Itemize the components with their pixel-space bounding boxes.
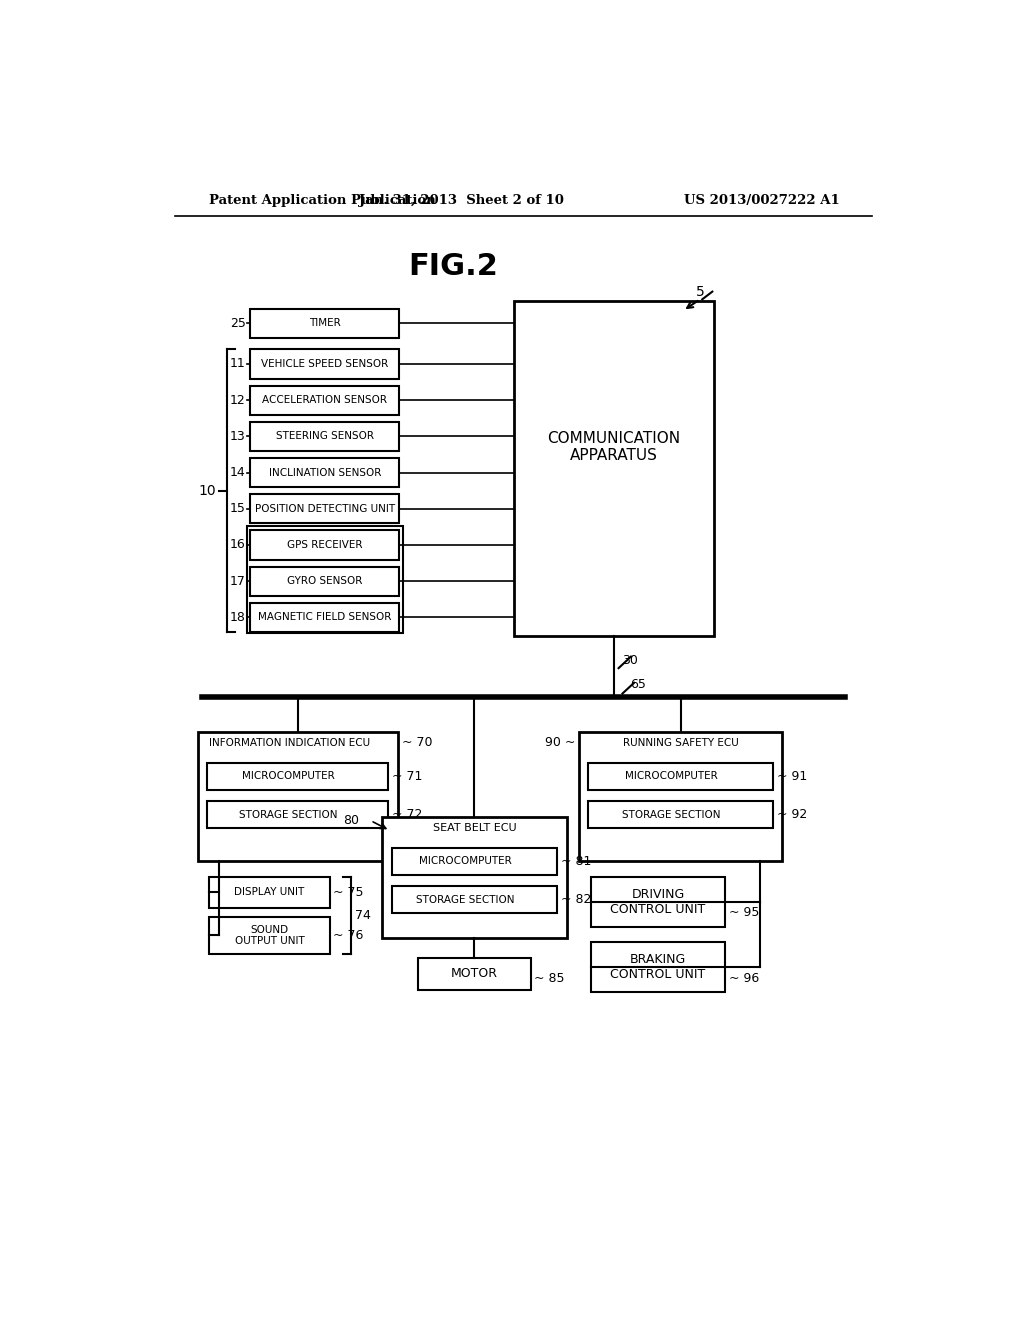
Bar — [589, 801, 773, 829]
Bar — [251, 603, 399, 632]
Text: 17: 17 — [230, 574, 246, 587]
Bar — [251, 566, 399, 595]
Text: RUNNING SAFETY ECU: RUNNING SAFETY ECU — [623, 738, 738, 748]
Text: ~ 72: ~ 72 — [392, 808, 423, 821]
Text: SEAT BELT ECU: SEAT BELT ECU — [432, 822, 516, 833]
Bar — [209, 876, 330, 908]
Bar — [251, 494, 399, 524]
Text: ACCELERATION SENSOR: ACCELERATION SENSOR — [262, 395, 387, 405]
Text: 10: 10 — [199, 483, 216, 498]
Text: 18: 18 — [230, 611, 246, 624]
Text: MICROCOMPUTER: MICROCOMPUTER — [625, 771, 718, 781]
Bar — [418, 958, 530, 990]
Bar — [391, 886, 557, 913]
Text: ~ 75: ~ 75 — [334, 886, 364, 899]
Text: 30: 30 — [622, 653, 638, 667]
Text: 14: 14 — [230, 466, 246, 479]
Text: DISPLAY UNIT: DISPLAY UNIT — [234, 887, 304, 898]
Bar — [207, 763, 388, 789]
Text: MOTOR: MOTOR — [451, 968, 498, 981]
Bar — [589, 763, 773, 789]
Text: POSITION DETECTING UNIT: POSITION DETECTING UNIT — [255, 504, 395, 513]
Text: Jan. 31, 2013  Sheet 2 of 10: Jan. 31, 2013 Sheet 2 of 10 — [358, 194, 563, 207]
Text: 74: 74 — [355, 908, 371, 921]
Text: MAGNETIC FIELD SENSOR: MAGNETIC FIELD SENSOR — [258, 612, 391, 622]
Bar — [592, 876, 725, 927]
Text: ~ 91: ~ 91 — [776, 770, 807, 783]
Bar — [247, 525, 403, 634]
Text: ~ 76: ~ 76 — [334, 929, 364, 942]
Text: ~ 85: ~ 85 — [535, 972, 565, 985]
Bar — [251, 531, 399, 560]
Text: 80: 80 — [343, 814, 359, 828]
Text: 16: 16 — [230, 539, 246, 552]
Text: ~ 92: ~ 92 — [776, 808, 807, 821]
Text: ~ 81: ~ 81 — [561, 854, 592, 867]
Text: INFORMATION INDICATION ECU: INFORMATION INDICATION ECU — [210, 738, 371, 748]
Text: BRAKING
CONTROL UNIT: BRAKING CONTROL UNIT — [610, 953, 706, 981]
Text: MICROCOMPUTER: MICROCOMPUTER — [419, 857, 512, 866]
Bar — [382, 817, 566, 939]
Text: STORAGE SECTION: STORAGE SECTION — [416, 895, 514, 904]
Text: STORAGE SECTION: STORAGE SECTION — [622, 810, 721, 820]
Text: 25: 25 — [230, 317, 246, 330]
Text: FIG.2: FIG.2 — [409, 252, 499, 281]
Text: SOUND
OUTPUT UNIT: SOUND OUTPUT UNIT — [234, 924, 304, 946]
Bar — [198, 733, 397, 862]
Text: GYRO SENSOR: GYRO SENSOR — [287, 576, 362, 586]
Text: DRIVING
CONTROL UNIT: DRIVING CONTROL UNIT — [610, 888, 706, 916]
Text: TIMER: TIMER — [309, 318, 341, 329]
Text: Patent Application Publication: Patent Application Publication — [209, 194, 436, 207]
Text: ~ 71: ~ 71 — [392, 770, 423, 783]
Text: 12: 12 — [230, 393, 246, 407]
Text: GPS RECEIVER: GPS RECEIVER — [287, 540, 362, 550]
Text: ~ 95: ~ 95 — [729, 907, 759, 920]
Bar — [251, 422, 399, 451]
Bar — [251, 350, 399, 379]
Text: ~ 82: ~ 82 — [561, 894, 592, 906]
Bar — [207, 801, 388, 829]
Text: VEHICLE SPEED SENSOR: VEHICLE SPEED SENSOR — [261, 359, 388, 370]
Bar — [579, 733, 782, 862]
Bar — [391, 847, 557, 875]
Bar — [251, 309, 399, 338]
Text: COMMUNICATION
APPARATUS: COMMUNICATION APPARATUS — [548, 430, 681, 463]
Bar — [209, 917, 330, 954]
Text: MICROCOMPUTER: MICROCOMPUTER — [242, 771, 335, 781]
Text: STEERING SENSOR: STEERING SENSOR — [275, 432, 374, 441]
Text: 13: 13 — [230, 430, 246, 444]
Bar — [251, 458, 399, 487]
Text: INCLINATION SENSOR: INCLINATION SENSOR — [268, 467, 381, 478]
Text: ~ 96: ~ 96 — [729, 972, 759, 985]
Text: 15: 15 — [230, 502, 246, 515]
Text: 90 ~: 90 ~ — [545, 737, 575, 750]
Text: STORAGE SECTION: STORAGE SECTION — [240, 810, 338, 820]
Text: 65: 65 — [630, 677, 646, 690]
Text: 5: 5 — [695, 285, 705, 300]
Text: 11: 11 — [230, 358, 246, 371]
Text: ~ 70: ~ 70 — [401, 737, 432, 750]
Bar — [592, 942, 725, 993]
Text: US 2013/0027222 A1: US 2013/0027222 A1 — [684, 194, 840, 207]
Bar — [251, 385, 399, 414]
Bar — [514, 301, 714, 636]
